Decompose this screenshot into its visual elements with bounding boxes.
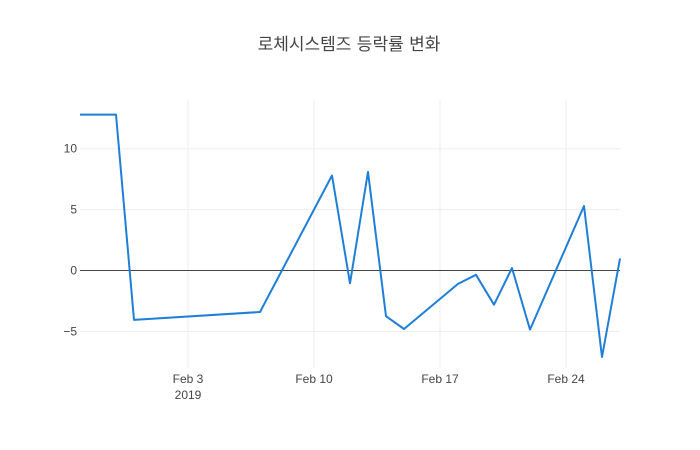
chart-title: 로체시스템즈 등락률 변화	[258, 35, 441, 55]
x-tick-label-3: Feb 24	[547, 372, 585, 386]
x-gridlines	[187, 100, 567, 368]
series-line	[80, 113, 621, 358]
x-tick-label-0: Feb 3	[173, 372, 204, 386]
y-axis-labels: 10 5 0 −5	[63, 142, 77, 339]
y-gridlines	[80, 148, 620, 332]
y-tick-label-2: 0	[70, 264, 77, 278]
y-tick-label-3: −5	[63, 324, 77, 338]
y-tick-label-1: 5	[70, 203, 77, 217]
x-tick-sublabel: 2019	[175, 388, 202, 402]
x-tick-label-1: Feb 10	[295, 372, 333, 386]
x-axis-labels: Feb 3 2019 Feb 10 Feb 17 Feb 24	[173, 372, 585, 402]
y-tick-label-0: 10	[64, 142, 78, 156]
x-tick-label-2: Feb 17	[421, 372, 459, 386]
series-group	[80, 113, 621, 358]
